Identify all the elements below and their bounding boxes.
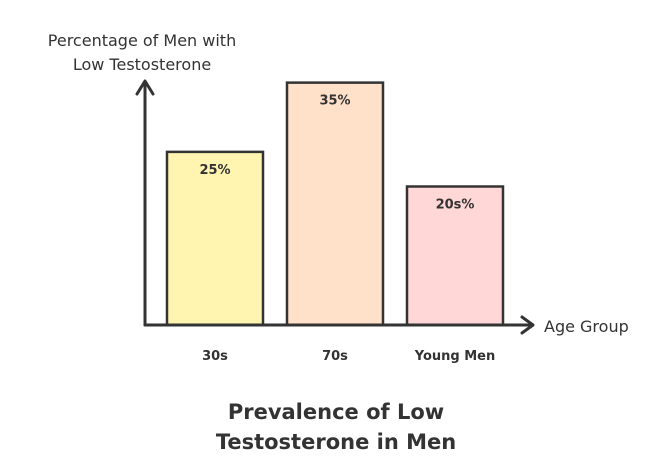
chart-title-line-1: Prevalence of Low [228,400,444,424]
x-tick-labels: 30s 70s Young Men [202,349,495,364]
bar-70s [285,81,385,327]
x-tick-70s: 70s [322,349,348,364]
data-label-30s: 25% [199,163,230,178]
x-tick-30s: 30s [202,349,228,364]
x-tick-young-men: Young Men [414,349,496,364]
data-labels: 25% 35% 20s% [199,94,474,213]
y-axis-label-line-1: Percentage of Men with [48,31,236,50]
bar-30s [165,150,265,327]
bars-group [165,81,505,327]
y-axis [135,79,155,327]
x-axis [143,315,535,335]
data-label-young-men: 20s% [436,198,475,213]
chart-title-line-2: Testosterone in Men [216,430,456,454]
y-axis-label-line-2: Low Testosterone [73,55,211,74]
x-axis-label: Age Group [544,317,629,336]
data-label-70s: 35% [319,94,350,109]
